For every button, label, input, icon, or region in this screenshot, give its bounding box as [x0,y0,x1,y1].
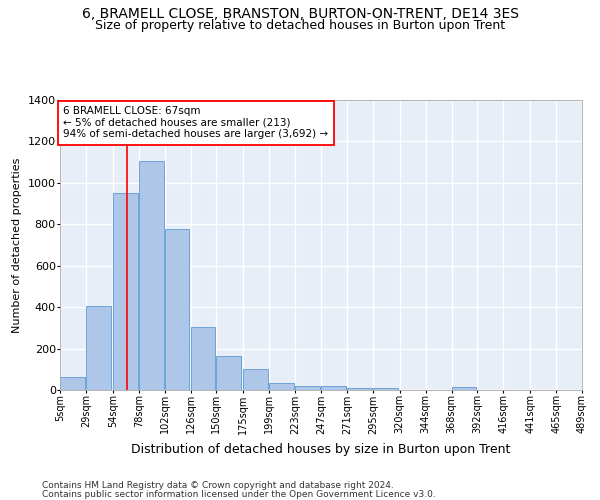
Bar [217,356,241,390]
Bar [86,306,110,390]
Bar [191,327,215,390]
Text: Distribution of detached houses by size in Burton upon Trent: Distribution of detached houses by size … [131,442,511,456]
Text: Contains public sector information licensed under the Open Government Licence v3: Contains public sector information licen… [42,490,436,499]
Bar [269,383,294,390]
Bar [60,376,85,390]
Bar [164,230,190,390]
Text: 6, BRAMELL CLOSE, BRANSTON, BURTON-ON-TRENT, DE14 3ES: 6, BRAMELL CLOSE, BRANSTON, BURTON-ON-TR… [82,8,518,22]
Text: Size of property relative to detached houses in Burton upon Trent: Size of property relative to detached ho… [95,18,505,32]
Bar [347,388,371,390]
Bar [321,386,346,390]
Bar [244,370,268,390]
Bar [139,161,164,390]
Bar [452,387,476,390]
Bar [295,386,320,390]
Text: Contains HM Land Registry data © Crown copyright and database right 2024.: Contains HM Land Registry data © Crown c… [42,481,394,490]
Bar [113,193,137,390]
Text: 6 BRAMELL CLOSE: 67sqm
← 5% of detached houses are smaller (213)
94% of semi-det: 6 BRAMELL CLOSE: 67sqm ← 5% of detached … [63,106,328,140]
Y-axis label: Number of detached properties: Number of detached properties [12,158,22,332]
Bar [373,388,398,390]
